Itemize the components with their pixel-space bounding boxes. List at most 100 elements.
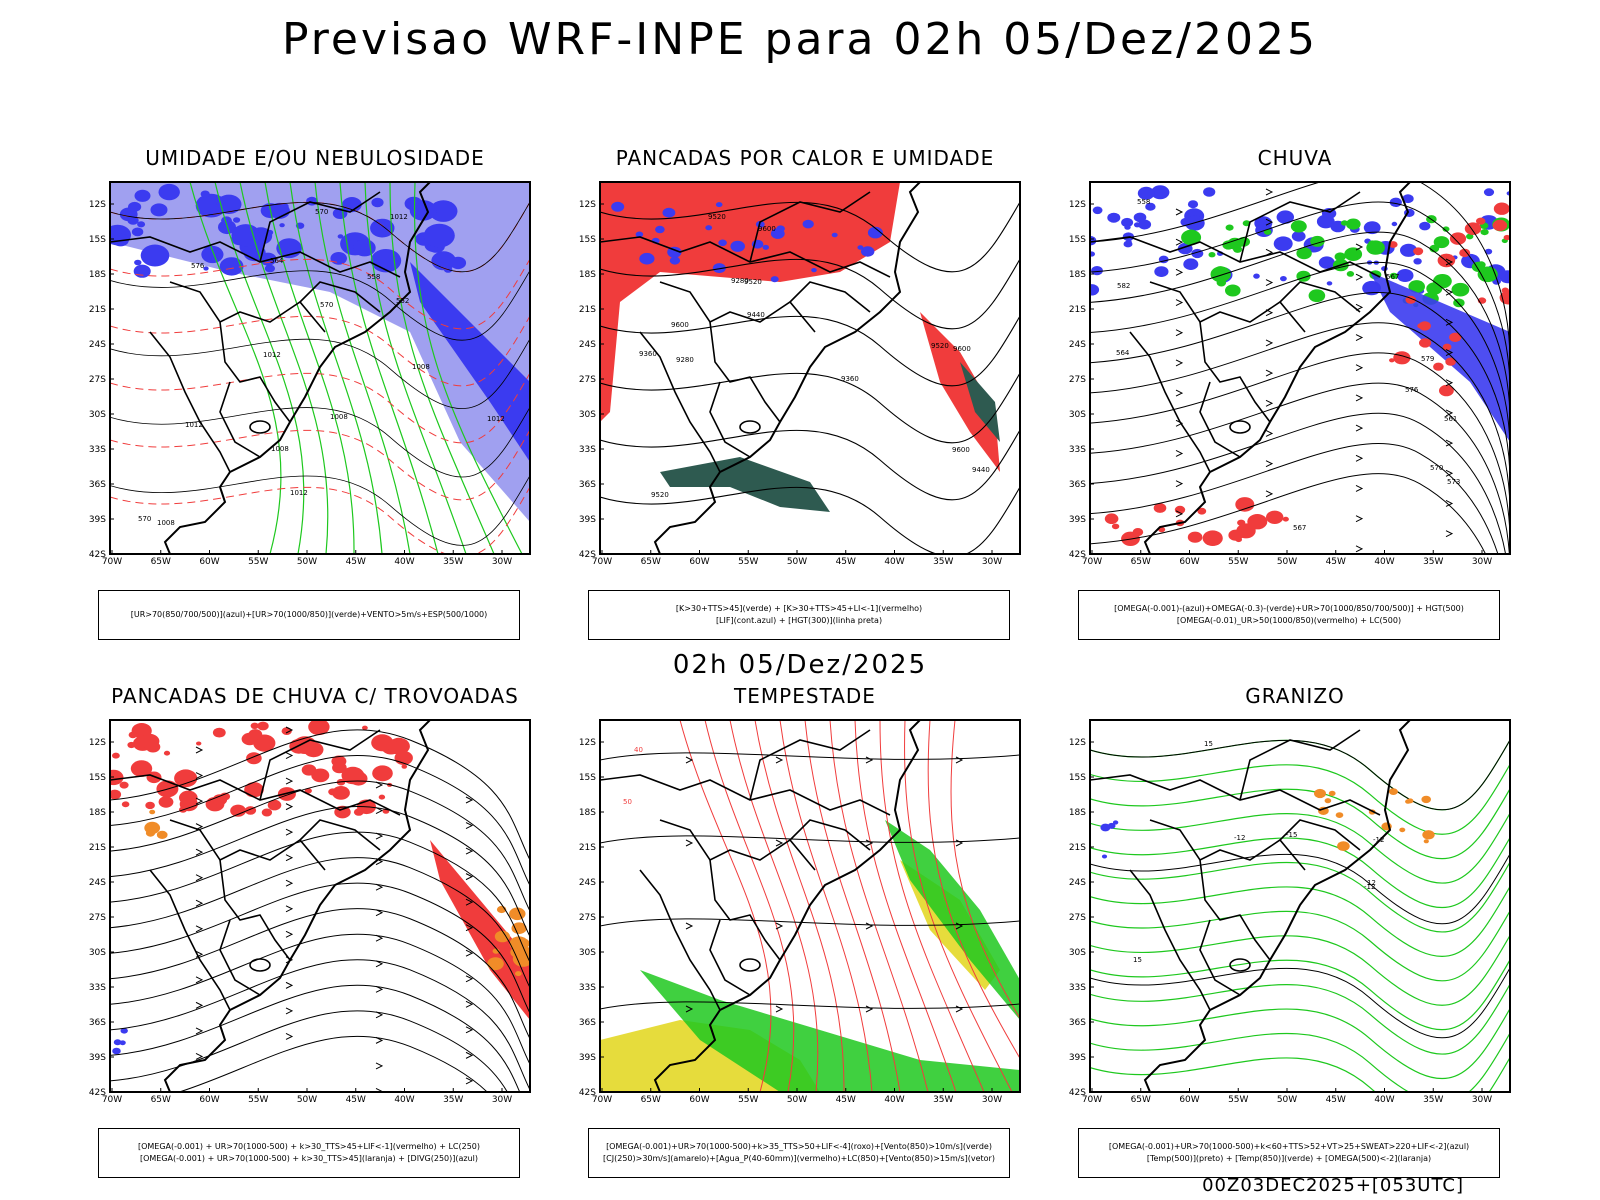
lon-tick-label: 70W (592, 1095, 612, 1105)
contour-label: 582 (1117, 282, 1130, 290)
streamline (110, 959, 530, 1091)
humidity-area (131, 227, 144, 237)
lon-tick-label: 40W (394, 1095, 414, 1105)
streamline (110, 831, 530, 963)
omega-strong-area (1477, 266, 1498, 283)
streamline (1090, 292, 1510, 483)
country-border (219, 919, 261, 996)
contour-label: 1012 (487, 415, 505, 423)
lifted-index-contour (635, 231, 644, 238)
wind-arrow (1265, 279, 1274, 286)
map-legend: [OMEGA(-0.001)-(azul)+OMEGA(-0.3)-(verde… (1078, 590, 1500, 640)
contour-label: 1008 (330, 413, 348, 421)
contour-label: 15 (1204, 740, 1213, 748)
lifted-index-contour (730, 240, 745, 252)
contour-label: -12 (1364, 883, 1375, 891)
omega-strong-area (1181, 229, 1202, 246)
instability-green-area (960, 362, 1000, 442)
convection-area (487, 957, 504, 971)
lon-tick-label: 55W (1228, 557, 1248, 567)
lat-tick-label: 42S (579, 1088, 596, 1098)
country-border (1279, 281, 1361, 313)
lon-tick-label: 60W (1179, 1095, 1199, 1105)
contour-line (389, 182, 495, 554)
wind-arrow (865, 922, 874, 930)
lat-tick-label: 12S (579, 738, 596, 748)
wind-arrow (1175, 208, 1184, 216)
contour-line (829, 720, 929, 1092)
convection-area (511, 922, 527, 934)
contour-label: 561 (1444, 415, 1457, 423)
lat-tick-label: 24S (579, 340, 596, 350)
thunderstorm-area (328, 788, 338, 796)
map-frame (109, 719, 531, 1093)
lat-tick-label: 39S (89, 515, 106, 525)
lat-tick-label: 33S (89, 983, 106, 993)
wind-arrow (955, 756, 964, 764)
contour-line (1090, 1032, 1510, 1092)
legend-line: [CJ(250)>30m/s](amarelo)+[Agua_P(40-60mm… (603, 1154, 995, 1163)
omega-strong-area (1334, 252, 1346, 261)
wind-arrow (375, 832, 384, 840)
wind-arrow (1445, 530, 1454, 538)
contour-line (854, 720, 957, 1092)
omega-strong-area (1225, 284, 1241, 297)
country-border (749, 191, 871, 263)
run-time-label: 00Z03DEC2025+[053UTC] (1202, 1175, 1464, 1196)
lifted-index-contour (776, 225, 785, 232)
wind-arrow (1355, 364, 1364, 372)
country-border (169, 281, 326, 333)
rain-area (1445, 357, 1456, 366)
wind-arrow (465, 949, 474, 957)
contour-line (1090, 1008, 1510, 1080)
streamline (1090, 412, 1506, 554)
lon-tick-label: 45W (1326, 1095, 1346, 1105)
omega-area (1203, 187, 1216, 197)
page-title: Previsao WRF-INPE para 02h 05/Dez/2025 (282, 14, 1318, 65)
omega-area (1389, 197, 1402, 207)
contour-line (879, 720, 985, 1092)
lon-tick-label: 70W (102, 557, 122, 567)
legend-line: [OMEGA(-0.001) + UR>70(1000-500) + k>30_… (137, 1142, 481, 1151)
wind-arrow (685, 756, 694, 764)
contour-label: 1012 (263, 351, 281, 359)
contour-label: 1008 (412, 363, 430, 371)
humidity-area (158, 183, 180, 201)
wind-arrow (375, 781, 384, 789)
wind-arrow (685, 839, 694, 847)
country-border (749, 729, 871, 801)
instability-area (920, 312, 1000, 472)
map-frame (109, 181, 531, 555)
lifted-index-contour (802, 219, 814, 229)
contour-line (779, 720, 873, 1092)
wind-arrow (1175, 450, 1184, 457)
wind-arrow (1175, 329, 1184, 337)
lat-tick-label: 33S (579, 445, 596, 455)
thunderstorm-area (212, 794, 228, 806)
thunderstorm-area (371, 734, 394, 752)
wind-arrow (285, 854, 294, 862)
wind-arrow (195, 874, 204, 882)
thunderstorm-area (301, 764, 317, 776)
wind-arrow (1175, 480, 1184, 488)
map-legend: [UR>70(850/700/500)](azul)+[UR>70(1000/8… (98, 590, 520, 640)
thunderstorm-area (119, 781, 129, 789)
lon-tick-label: 65W (641, 557, 661, 567)
omega-area (1126, 239, 1132, 244)
lat-tick-label: 24S (1069, 878, 1086, 888)
lat-tick-label: 39S (579, 515, 596, 525)
lat-tick-label: 15S (89, 773, 106, 783)
contour-line (704, 720, 795, 1092)
lat-tick-label: 33S (579, 983, 596, 993)
wind-arrow (865, 1005, 874, 1013)
thunderstorm-area (230, 804, 246, 817)
thunderstorm-area (179, 797, 198, 812)
omega-500-area (1421, 795, 1431, 804)
wind-arrow (375, 985, 384, 993)
coastline (1143, 182, 1411, 554)
omega-area (1484, 248, 1493, 255)
contour-line (1090, 861, 1510, 933)
rain-area (1202, 530, 1223, 546)
rain-area (1389, 358, 1395, 363)
lon-tick-label: 65W (641, 1095, 661, 1105)
